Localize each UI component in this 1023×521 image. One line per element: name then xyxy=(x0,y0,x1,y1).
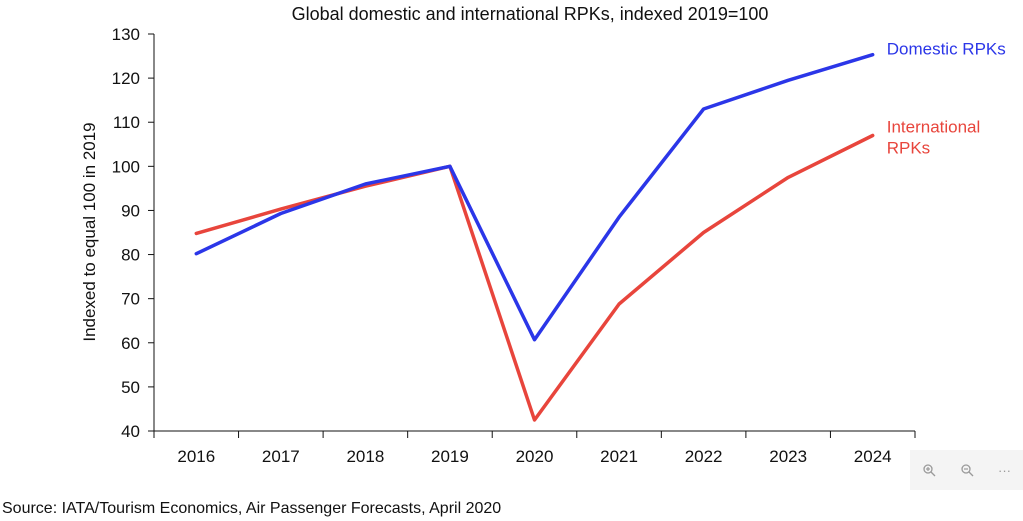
y-tick-label: 120 xyxy=(112,69,140,88)
y-tick-label: 90 xyxy=(121,201,140,220)
series-labels: Domestic RPKs International RPKs xyxy=(887,40,1006,158)
y-tick-label: 100 xyxy=(112,157,140,176)
series-label-1: RPKs xyxy=(887,138,930,157)
series-lines xyxy=(194,52,875,422)
x-tick-label: 2018 xyxy=(346,447,384,466)
y-axis-ticks: 40 50 60 70 80 90 100 110 120 130 xyxy=(112,25,154,441)
x-axis-ticks: 2016 2017 2018 2019 2020 2021 2022 2023 2024 xyxy=(153,431,916,466)
zoom-toolbar: ··· xyxy=(910,450,1023,490)
more-options-icon[interactable]: ··· xyxy=(998,462,1011,478)
series-line-0 xyxy=(194,52,875,342)
y-tick-label: 80 xyxy=(121,246,140,265)
series-line-1 xyxy=(194,133,875,422)
zoom-out-icon[interactable] xyxy=(960,463,974,477)
y-tick-label: 70 xyxy=(121,290,140,309)
zoom-in-icon[interactable] xyxy=(922,463,936,477)
y-tick-label: 60 xyxy=(121,334,140,353)
series-label-0: Domestic RPKs xyxy=(887,40,1006,59)
x-tick-label: 2022 xyxy=(685,447,723,466)
y-tick-label: 130 xyxy=(112,25,140,44)
y-axis-title: Indexed to equal 100 in 2019 xyxy=(80,122,99,341)
series-label-1: International xyxy=(887,117,981,136)
x-tick-label: 2023 xyxy=(769,447,807,466)
x-tick-label: 2021 xyxy=(600,447,638,466)
chart-title: Global domestic and international RPKs, … xyxy=(292,4,769,24)
x-tick-label: 2020 xyxy=(516,447,554,466)
source-note: Source: IATA/Tourism Economics, Air Pass… xyxy=(2,500,502,517)
x-tick-label: 2019 xyxy=(431,447,469,466)
y-tick-label: 110 xyxy=(113,113,140,132)
y-tick-label: 50 xyxy=(121,378,140,397)
x-tick-label: 2017 xyxy=(262,447,300,466)
x-tick-label: 2024 xyxy=(854,447,892,466)
x-tick-label: 2016 xyxy=(177,447,215,466)
y-tick-label: 40 xyxy=(121,422,140,441)
axes xyxy=(153,34,915,432)
